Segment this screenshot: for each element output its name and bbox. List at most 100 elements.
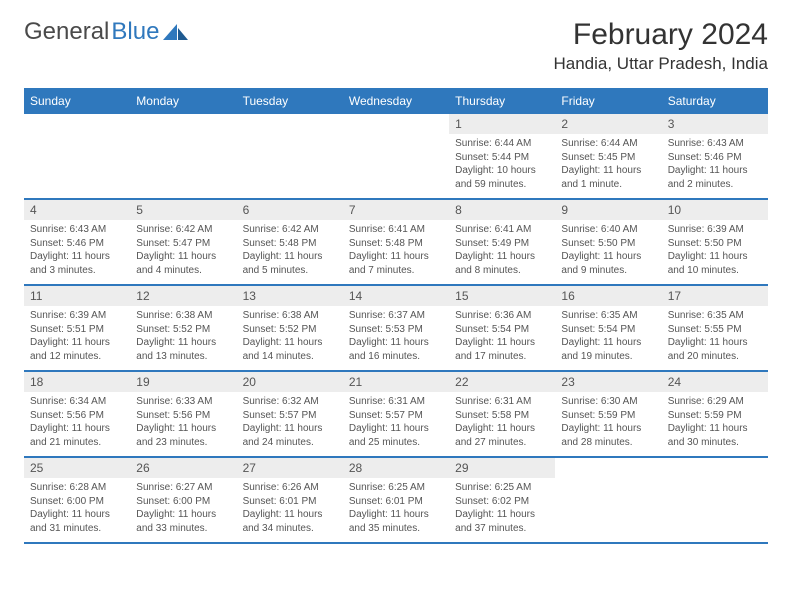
day-info: Sunrise: 6:37 AMSunset: 5:53 PMDaylight:…	[343, 306, 449, 369]
sunset-text: Sunset: 5:46 PM	[668, 151, 762, 165]
logo: GeneralBlue	[24, 18, 189, 46]
sunset-text: Sunset: 5:54 PM	[561, 323, 655, 337]
daylight-text: Daylight: 11 hours and 19 minutes.	[561, 336, 655, 363]
calendar-cell: 8Sunrise: 6:41 AMSunset: 5:49 PMDaylight…	[449, 200, 555, 284]
sunset-text: Sunset: 5:56 PM	[30, 409, 124, 423]
calendar-cell: 29Sunrise: 6:25 AMSunset: 6:02 PMDayligh…	[449, 458, 555, 542]
calendar-cell	[130, 114, 236, 198]
sunrise-text: Sunrise: 6:41 AM	[455, 223, 549, 237]
weekday-tuesday: Tuesday	[237, 88, 343, 114]
daylight-text: Daylight: 11 hours and 28 minutes.	[561, 422, 655, 449]
day-number: 22	[449, 372, 555, 392]
daylight-text: Daylight: 10 hours and 59 minutes.	[455, 164, 549, 191]
day-number: 25	[24, 458, 130, 478]
daylight-text: Daylight: 11 hours and 2 minutes.	[668, 164, 762, 191]
calendar-week: 18Sunrise: 6:34 AMSunset: 5:56 PMDayligh…	[24, 372, 768, 458]
calendar-cell: 21Sunrise: 6:31 AMSunset: 5:57 PMDayligh…	[343, 372, 449, 456]
calendar-cell: 13Sunrise: 6:38 AMSunset: 5:52 PMDayligh…	[237, 286, 343, 370]
day-info: Sunrise: 6:30 AMSunset: 5:59 PMDaylight:…	[555, 392, 661, 455]
calendar-cell: 11Sunrise: 6:39 AMSunset: 5:51 PMDayligh…	[24, 286, 130, 370]
calendar-cell: 6Sunrise: 6:42 AMSunset: 5:48 PMDaylight…	[237, 200, 343, 284]
sunset-text: Sunset: 5:56 PM	[136, 409, 230, 423]
daylight-text: Daylight: 11 hours and 20 minutes.	[668, 336, 762, 363]
daylight-text: Daylight: 11 hours and 31 minutes.	[30, 508, 124, 535]
calendar-week: 11Sunrise: 6:39 AMSunset: 5:51 PMDayligh…	[24, 286, 768, 372]
sunrise-text: Sunrise: 6:36 AM	[455, 309, 549, 323]
logo-text-general: General	[24, 18, 109, 46]
day-info: Sunrise: 6:28 AMSunset: 6:00 PMDaylight:…	[24, 478, 130, 541]
sunset-text: Sunset: 5:52 PM	[243, 323, 337, 337]
sunrise-text: Sunrise: 6:41 AM	[349, 223, 443, 237]
location-label: Handia, Uttar Pradesh, India	[553, 54, 768, 74]
sunset-text: Sunset: 5:46 PM	[30, 237, 124, 251]
day-info: Sunrise: 6:35 AMSunset: 5:54 PMDaylight:…	[555, 306, 661, 369]
sunset-text: Sunset: 5:57 PM	[349, 409, 443, 423]
daylight-text: Daylight: 11 hours and 16 minutes.	[349, 336, 443, 363]
weekday-friday: Friday	[555, 88, 661, 114]
sunset-text: Sunset: 5:45 PM	[561, 151, 655, 165]
sunset-text: Sunset: 5:54 PM	[455, 323, 549, 337]
sunrise-text: Sunrise: 6:44 AM	[561, 137, 655, 151]
day-info: Sunrise: 6:25 AMSunset: 6:02 PMDaylight:…	[449, 478, 555, 541]
calendar-cell: 4Sunrise: 6:43 AMSunset: 5:46 PMDaylight…	[24, 200, 130, 284]
weekday-header: Sunday Monday Tuesday Wednesday Thursday…	[24, 88, 768, 114]
sunrise-text: Sunrise: 6:35 AM	[561, 309, 655, 323]
daylight-text: Daylight: 11 hours and 21 minutes.	[30, 422, 124, 449]
weekday-thursday: Thursday	[449, 88, 555, 114]
daylight-text: Daylight: 11 hours and 9 minutes.	[561, 250, 655, 277]
day-info: Sunrise: 6:44 AMSunset: 5:44 PMDaylight:…	[449, 134, 555, 197]
weekday-monday: Monday	[130, 88, 236, 114]
calendar-cell: 25Sunrise: 6:28 AMSunset: 6:00 PMDayligh…	[24, 458, 130, 542]
daylight-text: Daylight: 11 hours and 17 minutes.	[455, 336, 549, 363]
daylight-text: Daylight: 11 hours and 13 minutes.	[136, 336, 230, 363]
daylight-text: Daylight: 11 hours and 8 minutes.	[455, 250, 549, 277]
calendar-cell: 18Sunrise: 6:34 AMSunset: 5:56 PMDayligh…	[24, 372, 130, 456]
day-info: Sunrise: 6:26 AMSunset: 6:01 PMDaylight:…	[237, 478, 343, 541]
sunrise-text: Sunrise: 6:25 AM	[455, 481, 549, 495]
sunrise-text: Sunrise: 6:44 AM	[455, 137, 549, 151]
sunset-text: Sunset: 5:44 PM	[455, 151, 549, 165]
calendar-cell	[343, 114, 449, 198]
daylight-text: Daylight: 11 hours and 14 minutes.	[243, 336, 337, 363]
day-number: 20	[237, 372, 343, 392]
day-number: 8	[449, 200, 555, 220]
sunrise-text: Sunrise: 6:32 AM	[243, 395, 337, 409]
daylight-text: Daylight: 11 hours and 24 minutes.	[243, 422, 337, 449]
day-info: Sunrise: 6:25 AMSunset: 6:01 PMDaylight:…	[343, 478, 449, 541]
daylight-text: Daylight: 11 hours and 25 minutes.	[349, 422, 443, 449]
daylight-text: Daylight: 11 hours and 4 minutes.	[136, 250, 230, 277]
day-number: 24	[662, 372, 768, 392]
sunrise-text: Sunrise: 6:31 AM	[455, 395, 549, 409]
day-number: 28	[343, 458, 449, 478]
weekday-saturday: Saturday	[662, 88, 768, 114]
day-info: Sunrise: 6:29 AMSunset: 5:59 PMDaylight:…	[662, 392, 768, 455]
daylight-text: Daylight: 11 hours and 35 minutes.	[349, 508, 443, 535]
day-number: 21	[343, 372, 449, 392]
day-number: 10	[662, 200, 768, 220]
day-info: Sunrise: 6:41 AMSunset: 5:48 PMDaylight:…	[343, 220, 449, 283]
day-info: Sunrise: 6:32 AMSunset: 5:57 PMDaylight:…	[237, 392, 343, 455]
calendar-week: 25Sunrise: 6:28 AMSunset: 6:00 PMDayligh…	[24, 458, 768, 544]
calendar-week: 4Sunrise: 6:43 AMSunset: 5:46 PMDaylight…	[24, 200, 768, 286]
day-number: 11	[24, 286, 130, 306]
sunset-text: Sunset: 6:02 PM	[455, 495, 549, 509]
day-number: 2	[555, 114, 661, 134]
calendar-cell	[662, 458, 768, 542]
day-info: Sunrise: 6:42 AMSunset: 5:48 PMDaylight:…	[237, 220, 343, 283]
sunset-text: Sunset: 6:01 PM	[243, 495, 337, 509]
day-info: Sunrise: 6:44 AMSunset: 5:45 PMDaylight:…	[555, 134, 661, 197]
daylight-text: Daylight: 11 hours and 23 minutes.	[136, 422, 230, 449]
daylight-text: Daylight: 11 hours and 10 minutes.	[668, 250, 762, 277]
day-number: 5	[130, 200, 236, 220]
day-info: Sunrise: 6:33 AMSunset: 5:56 PMDaylight:…	[130, 392, 236, 455]
calendar-week: 1Sunrise: 6:44 AMSunset: 5:44 PMDaylight…	[24, 114, 768, 200]
sunset-text: Sunset: 5:55 PM	[668, 323, 762, 337]
day-info: Sunrise: 6:27 AMSunset: 6:00 PMDaylight:…	[130, 478, 236, 541]
sunset-text: Sunset: 5:57 PM	[243, 409, 337, 423]
daylight-text: Daylight: 11 hours and 37 minutes.	[455, 508, 549, 535]
calendar-cell: 19Sunrise: 6:33 AMSunset: 5:56 PMDayligh…	[130, 372, 236, 456]
day-info: Sunrise: 6:31 AMSunset: 5:57 PMDaylight:…	[343, 392, 449, 455]
calendar-cell	[555, 458, 661, 542]
calendar-cell: 27Sunrise: 6:26 AMSunset: 6:01 PMDayligh…	[237, 458, 343, 542]
calendar-cell: 14Sunrise: 6:37 AMSunset: 5:53 PMDayligh…	[343, 286, 449, 370]
